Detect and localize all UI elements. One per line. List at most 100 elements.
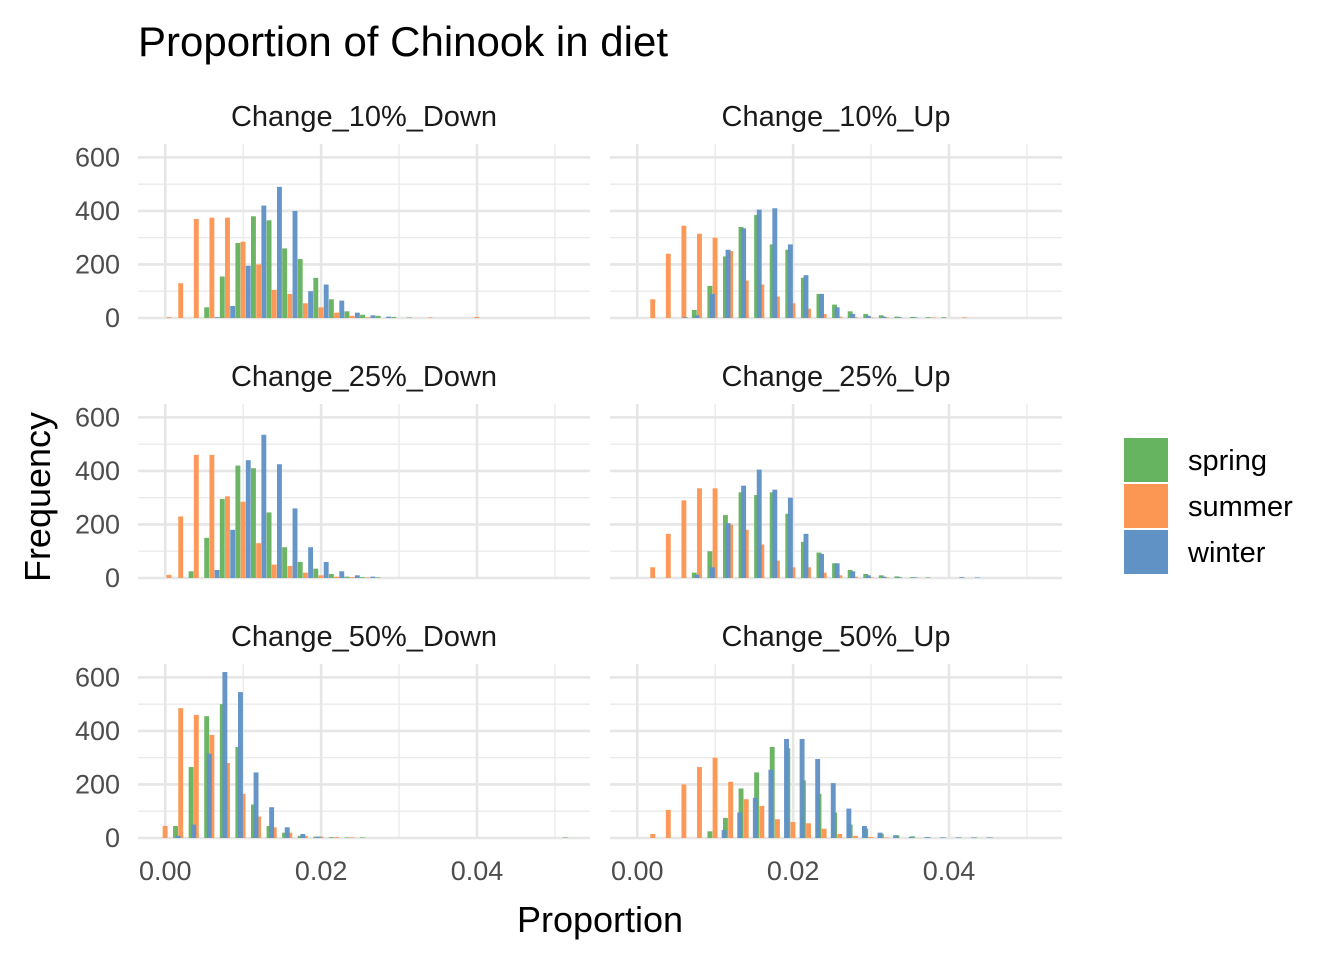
facet-label: Change_25%_Down xyxy=(231,361,497,393)
bar-summer xyxy=(166,574,172,578)
bar-winter xyxy=(214,317,220,318)
bar-spring xyxy=(738,492,744,578)
bar-summer xyxy=(302,303,308,318)
bar-spring xyxy=(235,465,241,578)
bar-spring xyxy=(847,569,853,578)
bar-summer xyxy=(287,832,293,838)
bar-summer xyxy=(961,317,967,318)
bar-summer xyxy=(474,316,480,318)
x-tick-label: 0.02 xyxy=(767,856,820,886)
bar-spring xyxy=(313,568,319,578)
bar-spring xyxy=(691,572,697,578)
y-tick-label: 600 xyxy=(75,402,120,432)
bar-spring xyxy=(769,244,775,318)
bar-summer xyxy=(166,317,172,318)
bar-summer xyxy=(178,283,184,318)
bar-summer xyxy=(884,577,889,578)
bar-winter xyxy=(284,827,290,838)
x-tick-label: 0.00 xyxy=(139,856,192,886)
bar-summer xyxy=(318,836,324,838)
bar-summer xyxy=(712,757,718,838)
bar-spring xyxy=(188,767,194,838)
bar-summer xyxy=(821,313,827,318)
bar-summer xyxy=(193,454,199,578)
bar-summer xyxy=(178,708,184,838)
bar-winter xyxy=(986,837,992,838)
bar-summer xyxy=(287,293,293,318)
bar-summer xyxy=(209,217,215,318)
legend-label-winter: winter xyxy=(1187,537,1266,569)
bar-summer xyxy=(302,572,308,578)
bar-winter xyxy=(756,469,762,578)
bar-summer xyxy=(759,805,765,838)
bar-spring xyxy=(785,513,791,578)
bar-summer xyxy=(681,225,687,318)
facet-panel: Change_10%_Up xyxy=(610,101,1062,320)
bar-winter xyxy=(819,293,825,318)
bar-summer xyxy=(868,577,874,578)
y-axis-title: Frequency xyxy=(17,412,58,582)
bar-summer xyxy=(681,500,687,578)
bar-summer xyxy=(365,577,371,578)
bar-spring xyxy=(313,836,319,838)
bar-winter xyxy=(710,567,715,578)
bar-winter xyxy=(865,575,871,578)
bar-summer xyxy=(334,312,340,318)
bar-spring xyxy=(941,317,947,318)
bar-spring xyxy=(173,825,178,838)
facet-label: Change_10%_Down xyxy=(231,101,497,133)
bar-winter xyxy=(787,497,793,578)
facet-panel: Change_25%_Up xyxy=(610,361,1062,580)
bar-winter xyxy=(912,317,918,318)
bar-spring xyxy=(375,315,381,318)
bar-summer xyxy=(852,835,858,838)
bar-summer xyxy=(728,524,734,578)
bar-summer xyxy=(697,488,702,578)
bar-winter xyxy=(897,577,902,578)
bar-summer xyxy=(774,560,780,578)
bar-summer xyxy=(774,819,780,838)
bar-winter xyxy=(897,317,902,318)
bar-winter xyxy=(787,244,793,318)
y-tick-label: 600 xyxy=(75,142,120,172)
bar-summer xyxy=(697,233,702,318)
bar-spring xyxy=(251,804,256,838)
bar-summer xyxy=(318,575,324,578)
y-tick-label: 0 xyxy=(105,303,120,333)
bar-spring xyxy=(219,704,225,838)
bar-spring xyxy=(816,293,822,318)
bar-winter xyxy=(834,307,840,318)
bar-spring xyxy=(863,313,869,318)
bar-winter xyxy=(725,523,731,578)
bar-winter xyxy=(737,812,743,838)
y-tick-label: 0 xyxy=(105,563,120,593)
bar-summer xyxy=(334,837,340,838)
bar-winter xyxy=(339,300,345,318)
bar-spring xyxy=(219,276,225,318)
bar-winter xyxy=(721,829,727,838)
bar-spring xyxy=(204,537,210,578)
bar-spring xyxy=(282,547,288,578)
bar-summer xyxy=(302,835,308,838)
bar-summer xyxy=(712,237,718,318)
bar-summer xyxy=(681,784,687,838)
bar-summer xyxy=(193,714,199,838)
facet-label: Change_50%_Down xyxy=(231,621,497,653)
bar-spring xyxy=(800,541,806,578)
bar-winter xyxy=(222,672,228,838)
bar-summer xyxy=(697,767,702,838)
bar-summer xyxy=(650,567,656,578)
bar-summer xyxy=(240,793,246,838)
bar-spring xyxy=(360,837,365,838)
bar-summer xyxy=(193,218,199,318)
bar-summer xyxy=(650,299,656,318)
bar-winter xyxy=(694,315,700,318)
bar-winter xyxy=(308,291,314,318)
bar-winter xyxy=(865,315,871,318)
legend-swatch-winter xyxy=(1124,530,1168,574)
bar-spring xyxy=(251,216,256,318)
bar-spring xyxy=(391,316,397,318)
bar-spring xyxy=(297,259,303,318)
bar-winter xyxy=(238,692,243,838)
bar-spring xyxy=(707,831,713,838)
